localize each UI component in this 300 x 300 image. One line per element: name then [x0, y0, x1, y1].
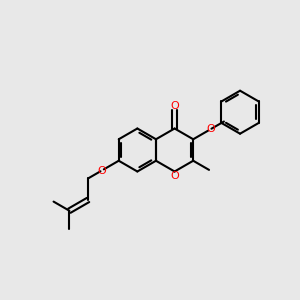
Text: O: O [97, 166, 106, 176]
Text: O: O [170, 171, 179, 181]
Text: O: O [170, 101, 179, 111]
Text: O: O [206, 124, 215, 134]
